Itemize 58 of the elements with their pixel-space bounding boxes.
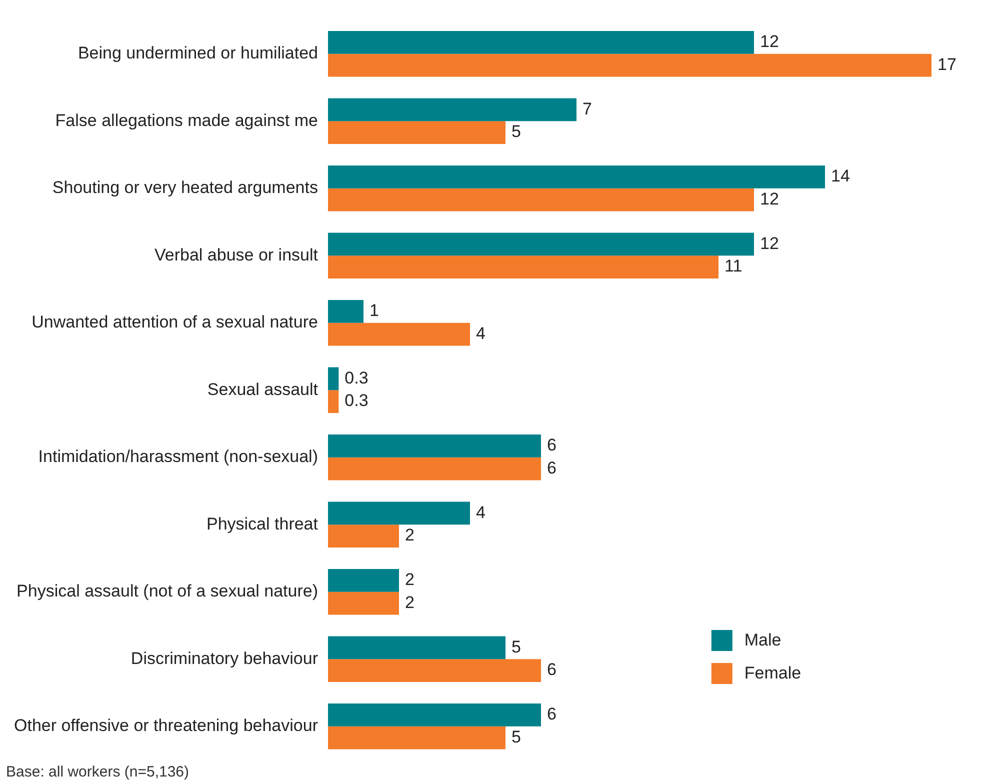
bar [328,502,470,525]
bar [328,592,399,615]
bar [328,726,506,750]
bar [328,232,754,256]
legend-label: Female [744,664,802,683]
y-tick-label: Discriminatory behaviour [130,648,318,668]
y-tick-label: Other offensive or threatening behaviour [14,716,318,736]
bar [328,54,932,77]
bar [328,322,470,346]
y-tick-label: False allegations made against me [55,110,318,130]
bar [328,636,506,660]
bar [328,121,506,144]
bar [328,524,399,548]
bar [328,457,541,480]
data-label: 12 [760,189,779,208]
bar [328,367,339,390]
legend-label: Male [744,630,782,650]
data-label: 17 [938,54,956,74]
data-label: 2 [404,570,414,590]
data-label: 0.3 [344,391,368,410]
y-tick-label: Shouting or very heated arguments [52,178,318,198]
data-label: 6 [546,458,556,478]
data-label: 4 [476,324,486,343]
data-label: 0.3 [344,368,368,388]
bar [328,300,364,323]
data-label: 2 [404,526,414,545]
bar [328,659,541,682]
data-label: 1 [369,301,379,320]
y-tick-label: Sexual assault [207,380,318,399]
data-label: 12 [760,32,779,52]
y-tick-label: Intimidation/harassment (non-sexual) [38,447,318,466]
bar [328,704,541,726]
data-label: 6 [546,704,556,724]
y-tick-label: Physical threat [206,514,318,534]
bar [328,30,754,54]
data-label: 6 [546,660,556,680]
data-label: 5 [511,727,521,746]
data-label: 14 [831,166,850,186]
data-label: 5 [511,637,521,656]
data-label: 11 [724,256,742,276]
data-label: 2 [404,592,414,612]
bar [328,98,576,122]
bar [328,165,825,188]
data-label: 5 [511,122,521,142]
data-label: 12 [760,234,779,253]
y-tick-label: Being undermined or humiliated [78,44,318,63]
bar [328,434,541,458]
bar [328,390,339,413]
data-label: 7 [582,99,592,118]
data-label: 6 [546,436,556,455]
bar [328,256,718,278]
bar [328,568,399,592]
y-tick-label: Unwanted attention of a sexual nature [32,312,318,332]
data-label: 4 [476,502,486,522]
y-tick-label: Physical assault (not of a sexual nature) [16,582,318,601]
y-tick-label: Verbal abuse or insult [154,245,318,264]
text: Base: all workers (n=5,136) [6,764,190,781]
bar [328,188,754,212]
